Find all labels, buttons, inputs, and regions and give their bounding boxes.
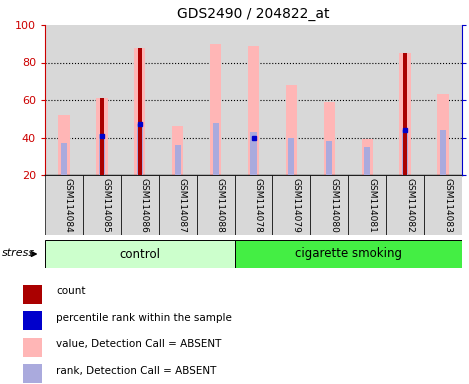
Text: GSM114087: GSM114087 bbox=[178, 178, 187, 233]
Bar bbox=[272, 25, 310, 175]
Bar bbox=[121, 25, 159, 175]
Bar bbox=[386, 175, 424, 235]
Bar bbox=[159, 25, 197, 175]
Bar bbox=[96, 98, 107, 175]
Bar bbox=[310, 175, 348, 235]
Bar bbox=[438, 94, 449, 175]
Bar bbox=[210, 44, 221, 175]
Bar bbox=[23, 364, 42, 384]
Bar bbox=[324, 102, 335, 175]
Bar bbox=[83, 25, 121, 175]
Bar bbox=[121, 175, 159, 235]
Text: GSM114081: GSM114081 bbox=[367, 178, 376, 233]
Bar bbox=[424, 175, 462, 235]
Bar bbox=[424, 25, 462, 175]
Bar bbox=[402, 130, 408, 175]
Bar bbox=[364, 147, 370, 175]
Text: GSM114084: GSM114084 bbox=[64, 178, 73, 233]
Bar bbox=[234, 25, 272, 175]
Text: cigarette smoking: cigarette smoking bbox=[295, 248, 402, 260]
Bar bbox=[234, 175, 272, 235]
Bar bbox=[45, 175, 83, 235]
Bar bbox=[197, 175, 234, 235]
Text: GSM114078: GSM114078 bbox=[254, 178, 263, 233]
Text: stress: stress bbox=[2, 248, 35, 258]
Bar bbox=[440, 130, 446, 175]
Bar bbox=[197, 25, 234, 175]
Bar bbox=[248, 46, 259, 175]
Text: GSM114080: GSM114080 bbox=[329, 178, 338, 233]
Bar bbox=[348, 175, 386, 235]
Bar bbox=[310, 25, 348, 175]
Bar bbox=[400, 53, 411, 175]
Bar bbox=[83, 175, 121, 235]
Bar bbox=[403, 53, 407, 175]
Bar bbox=[272, 175, 310, 235]
Bar bbox=[99, 134, 105, 175]
Bar bbox=[58, 115, 69, 175]
Bar bbox=[286, 85, 297, 175]
Text: rank, Detection Call = ABSENT: rank, Detection Call = ABSENT bbox=[56, 366, 217, 376]
Text: GSM114083: GSM114083 bbox=[443, 178, 452, 233]
Text: GSM114086: GSM114086 bbox=[140, 178, 149, 233]
Text: GDS2490 / 204822_at: GDS2490 / 204822_at bbox=[177, 7, 330, 21]
Bar bbox=[45, 25, 83, 175]
Text: value, Detection Call = ABSENT: value, Detection Call = ABSENT bbox=[56, 339, 222, 349]
Bar bbox=[23, 311, 42, 331]
Text: GSM114079: GSM114079 bbox=[291, 178, 301, 233]
Text: GSM114088: GSM114088 bbox=[216, 178, 225, 233]
Bar bbox=[362, 139, 373, 175]
Bar bbox=[348, 25, 386, 175]
Bar bbox=[23, 338, 42, 357]
Bar bbox=[386, 25, 424, 175]
Text: GSM114082: GSM114082 bbox=[405, 178, 414, 233]
Text: percentile rank within the sample: percentile rank within the sample bbox=[56, 313, 232, 323]
Bar bbox=[137, 124, 143, 175]
Bar bbox=[134, 48, 145, 175]
Bar bbox=[172, 126, 183, 175]
Text: GSM114085: GSM114085 bbox=[102, 178, 111, 233]
Bar bbox=[234, 240, 462, 268]
Bar bbox=[23, 285, 42, 304]
Bar bbox=[100, 98, 104, 175]
Bar bbox=[138, 48, 142, 175]
Bar bbox=[326, 141, 333, 175]
Bar bbox=[288, 137, 295, 175]
Bar bbox=[212, 122, 219, 175]
Text: control: control bbox=[119, 248, 160, 260]
Text: count: count bbox=[56, 286, 86, 296]
Bar bbox=[174, 145, 181, 175]
Bar bbox=[61, 143, 67, 175]
Bar bbox=[250, 132, 257, 175]
Bar bbox=[159, 175, 197, 235]
Bar bbox=[45, 240, 234, 268]
